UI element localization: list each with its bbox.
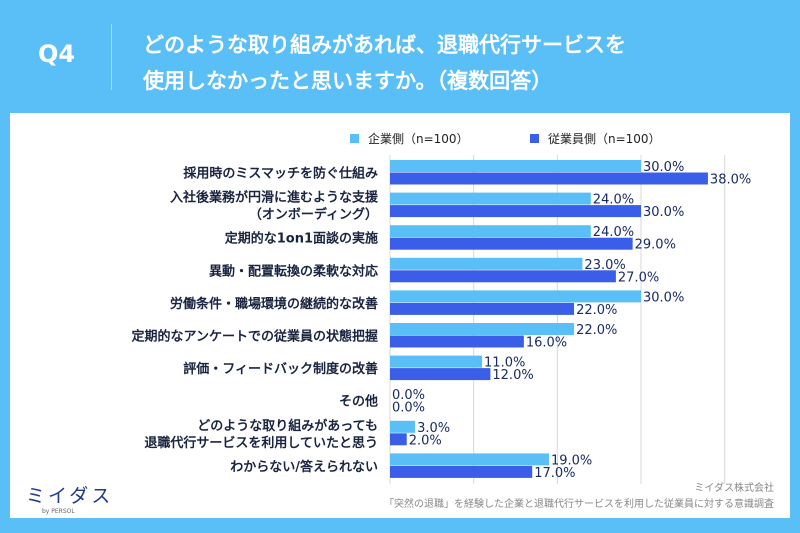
- bar: [390, 368, 491, 381]
- bar: [390, 290, 641, 303]
- bar: [390, 335, 524, 348]
- source-note: 「突然の退職」を経験した企業と退職代行サービスを利用した従業員に対する意識調査: [384, 497, 774, 510]
- category-label: 入社後業務が円滑に進むような支援: [170, 190, 379, 206]
- data-label: 22.0%: [576, 303, 617, 318]
- question-number: Q4: [38, 40, 76, 68]
- bar: [390, 160, 641, 172]
- data-label: 38.0%: [710, 173, 751, 188]
- category-label: 異動・配置転換の柔軟な対応: [209, 263, 378, 279]
- category-label: その他: [339, 394, 378, 410]
- category-label: どのような取り組みがあっても: [197, 418, 378, 434]
- logo: ミイダス: [26, 485, 113, 507]
- legend-swatch: [350, 134, 359, 143]
- category-label: （オンボーディング）: [249, 207, 378, 223]
- title-line: 使用しなかったと思いますか。（複数回答）: [143, 69, 553, 93]
- data-label: 30.0%: [643, 160, 684, 175]
- category-label: 定期的なアンケートでの従業員の状態把握: [131, 329, 378, 345]
- category-label: わからない/答えられない: [230, 459, 378, 475]
- bar: [390, 465, 533, 478]
- bar: [390, 270, 616, 283]
- company-name: ミイダス株式会社: [694, 481, 774, 494]
- bar: [390, 192, 591, 205]
- bar: [390, 237, 633, 250]
- bar: [390, 257, 583, 270]
- page-title: どのような取り組みがあれば、退職代行サービスを 使用しなかったと思いますか。（複…: [143, 27, 626, 99]
- data-label: 27.0%: [618, 270, 659, 285]
- bar: [390, 205, 641, 218]
- data-label: 19.0%: [551, 453, 592, 468]
- data-label: 16.0%: [526, 336, 567, 351]
- data-label: 23.0%: [584, 258, 625, 273]
- bar: [390, 172, 708, 185]
- bar: [390, 433, 407, 446]
- category-label: 採用時のミスマッチを防ぐ仕組み: [183, 166, 378, 182]
- data-label: 29.0%: [635, 238, 676, 253]
- data-label: 0.0%: [392, 401, 425, 416]
- data-label: 3.0%: [417, 421, 450, 436]
- category-label: 労働条件・職場環境の継続的な改善: [170, 296, 378, 312]
- bar: [390, 225, 591, 238]
- legend-label: 従業員側（n=100）: [548, 132, 661, 146]
- logo-sub: by PERSOL: [42, 508, 75, 515]
- data-label: 0.0%: [392, 388, 425, 403]
- data-label: 24.0%: [593, 193, 634, 208]
- data-label: 12.0%: [492, 368, 533, 383]
- data-label: 2.0%: [409, 433, 442, 448]
- bar: [390, 302, 575, 315]
- category-label: 評価・フィードバック制度の改善: [183, 361, 378, 377]
- data-label: 30.0%: [643, 205, 684, 220]
- data-label: 24.0%: [593, 225, 634, 240]
- data-label: 11.0%: [484, 356, 525, 371]
- data-label: 30.0%: [643, 290, 684, 305]
- legend-swatch: [530, 134, 539, 143]
- bar: [390, 355, 483, 368]
- data-label: 17.0%: [534, 466, 575, 481]
- legend-label: 企業側（n=100）: [368, 131, 469, 146]
- bar: [390, 453, 549, 466]
- bar: [390, 420, 416, 433]
- divider: [111, 24, 112, 90]
- bar: [390, 323, 575, 335]
- category-label: 定期的な1on1面談の実施: [224, 231, 378, 247]
- category-label: 退職代行サービスを利用していたと思う: [144, 435, 378, 451]
- data-label: 22.0%: [576, 323, 617, 338]
- title-line: どのような取り組みがあれば、退職代行サービスを: [143, 33, 626, 57]
